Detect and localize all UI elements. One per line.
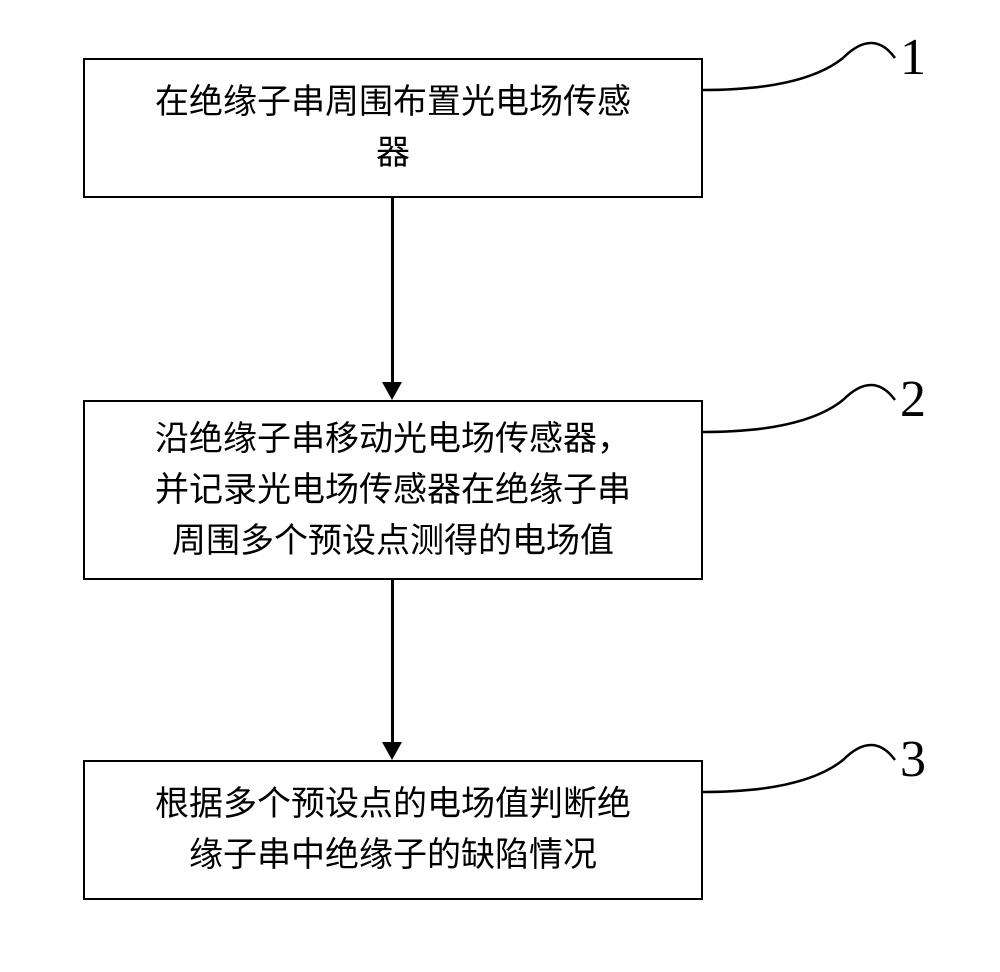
flowchart-container: 在绝缘子串周围布置光电场传感器 1 沿绝缘子串移动光电场传感器，并记录光电场传感… — [0, 0, 1000, 972]
flowchart-step-1: 在绝缘子串周围布置光电场传感器 — [83, 58, 703, 198]
step-1-text: 在绝缘子串周围布置光电场传感器 — [155, 77, 631, 179]
arrow-1-to-2 — [391, 198, 394, 382]
flowchart-step-2: 沿绝缘子串移动光电场传感器，并记录光电场传感器在绝缘子串周围多个预设点测得的电场… — [83, 400, 703, 580]
flowchart-step-3: 根据多个预设点的电场值判断绝缘子串中绝缘子的缺陷情况 — [83, 760, 703, 900]
leader-line-3 — [703, 730, 903, 810]
step-2-label: 2 — [900, 370, 926, 429]
leader-line-2 — [703, 370, 903, 450]
leader-line-1 — [703, 28, 903, 108]
step-1-label: 1 — [900, 28, 926, 87]
arrowhead-1-to-2 — [382, 382, 402, 400]
step-3-text: 根据多个预设点的电场值判断绝缘子串中绝缘子的缺陷情况 — [155, 779, 631, 881]
arrowhead-2-to-3 — [382, 742, 402, 760]
step-3-label: 3 — [900, 730, 926, 789]
arrow-2-to-3 — [391, 580, 394, 742]
step-2-text: 沿绝缘子串移动光电场传感器，并记录光电场传感器在绝缘子串周围多个预设点测得的电场… — [155, 414, 631, 567]
